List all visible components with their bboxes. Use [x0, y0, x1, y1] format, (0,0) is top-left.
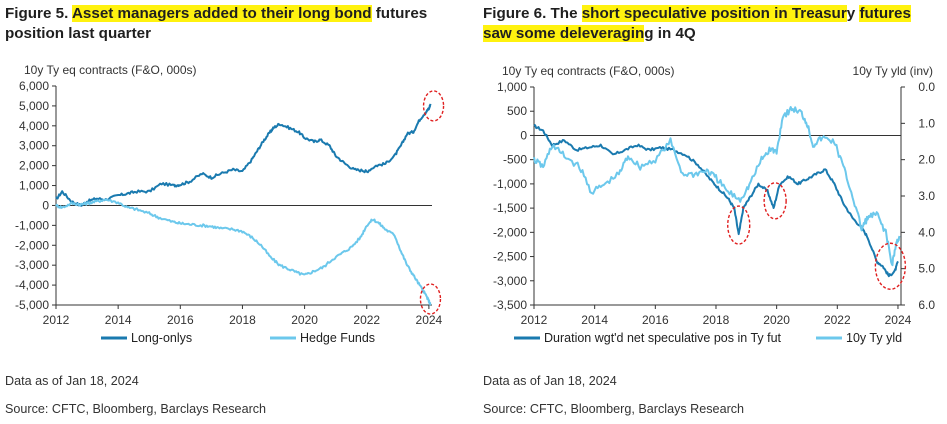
fig6-y-tick-label: 0	[520, 128, 527, 142]
fig6-y2-tick-label: 2.0	[918, 153, 935, 167]
fig5-x-tick-label: 2016	[167, 313, 194, 327]
fig6-y-tick-label: -3,000	[493, 274, 527, 288]
fig6-y2-tick-label: 3.0	[918, 189, 935, 203]
fig5-y-tick-label: -2,000	[15, 238, 49, 252]
fig6-x-tick-label: 2024	[885, 313, 912, 327]
figure-5-title-prefix: Figure 5.	[5, 5, 72, 22]
fig6-y-tick-label: 500	[507, 104, 527, 118]
fig6-legend-label-2: 10y Ty yld	[846, 331, 902, 345]
fig5-y-tick-label: 6,000	[19, 79, 49, 93]
fig6-y-axis-label: 10y Ty eq contracts (F&O, 000s)	[502, 64, 675, 78]
fig5-y-tick-label: 2,000	[19, 159, 49, 173]
fig5-y-tick-label: 4,000	[19, 119, 49, 133]
fig6-x-tick-label: 2012	[521, 313, 548, 327]
fig6-y2-tick-label: 5.0	[918, 262, 935, 276]
figure-5-title-highlight: Asset managers added to their long bond	[71, 5, 372, 22]
fig6-y-tick-label: 1,000	[497, 80, 527, 94]
fig5-y-tick-label: 3,000	[19, 139, 49, 153]
fig6-y-tick-label: -500	[503, 153, 527, 167]
fig5-series-1-line	[55, 103, 432, 207]
fig5-y-tick-label: -1,000	[15, 218, 49, 232]
fig5-y-tick-label: 5,000	[19, 99, 49, 113]
fig6-highlight-circle-2024	[874, 242, 907, 290]
fig5-x-tick-label: 2020	[291, 313, 318, 327]
figure-6-source: Source: CFTC, Bloomberg, Barclays Resear…	[483, 402, 745, 416]
fig6-y2-tick-label: 0.0	[918, 80, 935, 94]
fig5-y-axis-label: 10y Ty eq contracts (F&O, 000s)	[24, 63, 197, 77]
fig5-highlight-circle-top	[422, 90, 445, 122]
figure-6-title: Figure 6. The short speculative position…	[483, 4, 941, 44]
fig5-x-tick-label: 2022	[353, 313, 380, 327]
fig5-y-tick-label: 0	[42, 198, 49, 212]
fig6-x-tick-label: 2016	[642, 313, 669, 327]
figure-5-title-suffix: futures position last quarter	[5, 5, 428, 42]
figure-6-data-date: Data as of Jan 18, 2024	[483, 374, 617, 388]
figure-5-title: Figure 5. Asset managers added to their …	[5, 4, 463, 44]
fig6-y-tick-label: -1,500	[493, 201, 527, 215]
figure-6-title-plain: y	[846, 5, 856, 22]
fig5-x-tick-label: 2012	[43, 313, 70, 327]
fig5-x-tick-label: 2024	[416, 313, 443, 327]
fig5-x-tick-label: 2018	[229, 313, 256, 327]
figure-5: Figure 5. Asset managers added to their …	[0, 0, 470, 424]
figure-5-data-date: Data as of Jan 18, 2024	[5, 374, 139, 388]
figure-6-chart: 10y Ty eq contracts (F&O, 000s) 10y Ty yl…	[493, 64, 935, 345]
figure-6-title-prefix: Figure 6. The	[483, 5, 582, 22]
fig6-highlight-circle-2020	[763, 182, 787, 220]
fig6-x-tick-label: 2018	[703, 313, 730, 327]
fig6-y2-tick-label: 1.0	[918, 116, 935, 130]
figure-6: Figure 6. The short speculative position…	[478, 0, 947, 424]
fig5-y-tick-label: -5,000	[15, 298, 49, 312]
fig5-x-tick-label: 2014	[105, 313, 132, 327]
figure-5-chart: 10y Ty eq contracts (F&O, 000s) 6,000 5,00…	[15, 63, 445, 345]
fig5-legend-label-1: Long-onlys	[131, 331, 192, 345]
fig5-y-tick-label: -4,000	[15, 278, 49, 292]
fig6-y2-axis-label: 10y Ty yld (inv)	[853, 64, 933, 78]
fig5-y-tick-label: -3,000	[15, 258, 49, 272]
fig5-series-2-line	[55, 198, 432, 306]
fig6-series-2-line	[533, 106, 901, 267]
fig5-legend-label-2: Hedge Funds	[300, 331, 375, 345]
fig6-y-tick-label: -2,500	[493, 250, 527, 264]
fig6-x-tick-label: 2014	[581, 313, 608, 327]
figure-5-source: Source: CFTC, Bloomberg, Barclays Resear…	[5, 402, 267, 416]
fig6-y-tick-label: -3,500	[493, 298, 527, 312]
fig6-y-tick-label: -2,000	[493, 225, 527, 239]
fig6-series-1-line	[533, 123, 899, 278]
fig6-y2-tick-label: 6.0	[918, 298, 935, 312]
fig6-legend-label-1: Duration wgt'd net speculative pos in Ty…	[544, 331, 782, 345]
fig6-x-tick-label: 2022	[824, 313, 851, 327]
fig6-x-tick-label: 2020	[763, 313, 790, 327]
fig6-y-tick-label: -1,000	[493, 177, 527, 191]
figure-6-title-suffix: g in 4Q	[644, 25, 696, 42]
fig5-highlight-circle-bottom	[419, 283, 442, 315]
fig5-y-tick-label: 1,000	[19, 179, 49, 193]
figure-6-title-highlight-1: short speculative position in Treasur	[581, 5, 847, 22]
fig6-highlight-circle-2018	[727, 205, 751, 245]
fig6-y2-tick-label: 4.0	[918, 225, 935, 239]
